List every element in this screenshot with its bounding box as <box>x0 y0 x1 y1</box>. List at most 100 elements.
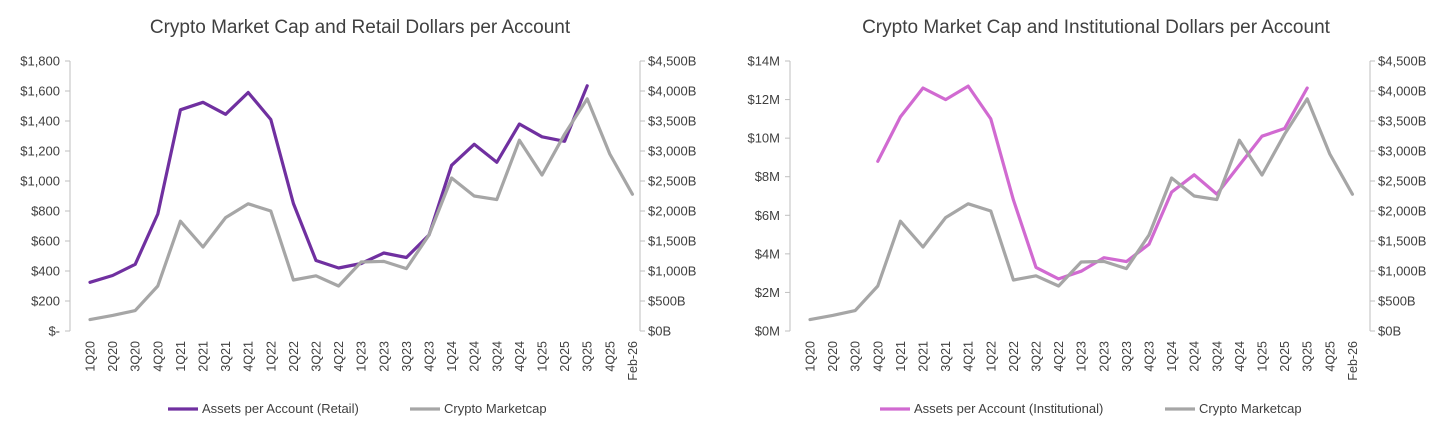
x-axis-tick-label: 3Q25 <box>1301 341 1315 372</box>
right-axis-tick-label: $1,000B <box>648 264 696 279</box>
x-axis-tick-label: 3Q21 <box>219 341 233 372</box>
data-point <box>247 202 250 205</box>
x-axis-tick-label: 1Q22 <box>984 341 998 372</box>
data-point <box>563 140 566 143</box>
data-point <box>1215 198 1219 201</box>
data-point <box>201 245 205 249</box>
data-point <box>201 101 205 104</box>
x-axis-tick-label: 2Q22 <box>287 341 301 372</box>
x-axis-tick-label: 3Q23 <box>1120 341 1134 372</box>
x-axis-tick-label: 3Q22 <box>1030 341 1044 372</box>
data-point <box>382 251 385 255</box>
x-axis-tick-label: Feb-26 <box>626 341 640 381</box>
data-point <box>1283 127 1286 130</box>
data-point <box>608 152 611 156</box>
x-axis-tick-label: 3Q20 <box>849 341 863 372</box>
data-point <box>179 220 182 223</box>
data-point <box>586 84 589 87</box>
x-axis-tick-label: 4Q20 <box>871 341 885 372</box>
data-point <box>518 139 521 142</box>
x-axis-tick-label: 2Q24 <box>1188 341 1202 372</box>
data-point <box>921 245 925 249</box>
data-point <box>427 233 431 237</box>
data-point <box>540 135 544 138</box>
data-point <box>1125 267 1128 270</box>
left-axis-tick-label: $1,800 <box>20 54 60 69</box>
data-point <box>967 202 970 205</box>
data-point <box>1351 193 1354 196</box>
data-point <box>1193 194 1196 198</box>
right-axis-tick-label: $1,500B <box>1378 234 1426 249</box>
data-point <box>473 194 476 198</box>
data-point <box>1034 266 1038 269</box>
right-axis-tick-label: $3,000B <box>1378 144 1426 159</box>
data-point <box>1328 152 1332 156</box>
data-point <box>88 318 92 321</box>
x-axis-tick-label: 4Q23 <box>423 341 437 372</box>
data-point <box>586 97 589 101</box>
legend-item: Assets per Account (Retail) <box>168 401 359 416</box>
left-axis-tick-label: $14M <box>747 54 780 69</box>
data-point <box>899 220 902 223</box>
legend-label: Crypto Marketcap <box>444 401 547 416</box>
data-point <box>854 309 857 312</box>
data-point <box>1306 86 1309 90</box>
right-axis-tick-label: $3,500B <box>648 114 696 129</box>
x-axis-tick-label: 2Q20 <box>106 341 120 372</box>
data-point <box>405 256 408 259</box>
x-axis-tick-label: 1Q23 <box>1075 341 1089 372</box>
institutional-chart-panel: Crypto Market Cap and Institutional Doll… <box>728 0 1456 438</box>
data-point <box>1125 260 1128 263</box>
x-axis-tick-label: 4Q24 <box>1233 341 1247 372</box>
x-axis-tick-label: 2Q25 <box>558 341 572 372</box>
data-point <box>224 216 227 219</box>
left-axis-tick-label: $- <box>48 324 60 339</box>
data-point <box>1260 135 1264 138</box>
chart-title: Crypto Market Cap and Institutional Doll… <box>862 17 1331 38</box>
x-axis-tick-label: 2Q23 <box>1097 341 1111 372</box>
data-point <box>540 173 544 177</box>
x-axis-tick-label: 4Q25 <box>1323 341 1337 372</box>
data-point <box>989 209 992 213</box>
right-axis-tick-label: $1,500B <box>648 234 696 249</box>
x-axis-tick-label: 2Q21 <box>197 341 211 372</box>
data-point <box>1283 133 1286 136</box>
x-axis-tick-label: 2Q22 <box>1007 341 1021 372</box>
data-point <box>314 259 318 262</box>
data-point <box>292 278 295 282</box>
legend-item: Assets per Account (Institutional) <box>880 401 1103 416</box>
retail-chart: Crypto Market Cap and Retail Dollars per… <box>20 17 696 416</box>
left-axis-tick-label: $600 <box>31 234 60 249</box>
right-axis-tick-label: $0B <box>648 324 671 339</box>
data-point <box>337 266 340 270</box>
x-axis-tick-label: 3Q20 <box>129 341 143 372</box>
left-axis-tick-label: $10M <box>747 131 780 146</box>
right-axis-tick-label: $4,000B <box>1378 84 1426 99</box>
data-point <box>1238 139 1241 142</box>
left-axis-tick-label: $1,200 <box>20 144 60 159</box>
x-axis-tick-label: 1Q21 <box>174 341 188 372</box>
left-axis-tick-label: $1,600 <box>20 84 60 99</box>
institutional-chart: Crypto Market Cap and Institutional Doll… <box>747 17 1426 416</box>
x-axis-tick-label: 4Q20 <box>151 341 165 372</box>
data-point <box>269 118 272 121</box>
left-axis-tick-label: $200 <box>31 294 60 309</box>
right-axis-tick-label: $4,500B <box>648 54 696 69</box>
data-point <box>1260 173 1264 177</box>
right-axis-tick-label: $2,500B <box>1378 174 1426 189</box>
x-axis-tick-label: 3Q23 <box>400 341 414 372</box>
left-axis-tick-label: $2M <box>755 285 780 300</box>
x-axis-tick-label: 1Q20 <box>84 341 98 372</box>
data-point <box>1147 233 1151 237</box>
data-point <box>1306 97 1309 101</box>
data-point <box>450 164 453 167</box>
x-axis-tick-label: 1Q21 <box>894 341 908 372</box>
right-axis-tick-label: $3,500B <box>1378 114 1426 129</box>
data-point <box>224 113 227 116</box>
left-axis-tick-label: $12M <box>747 92 780 107</box>
data-point <box>967 84 970 88</box>
data-point <box>88 281 92 284</box>
x-axis-tick-label: 3Q25 <box>581 341 595 372</box>
data-point <box>1057 284 1060 288</box>
